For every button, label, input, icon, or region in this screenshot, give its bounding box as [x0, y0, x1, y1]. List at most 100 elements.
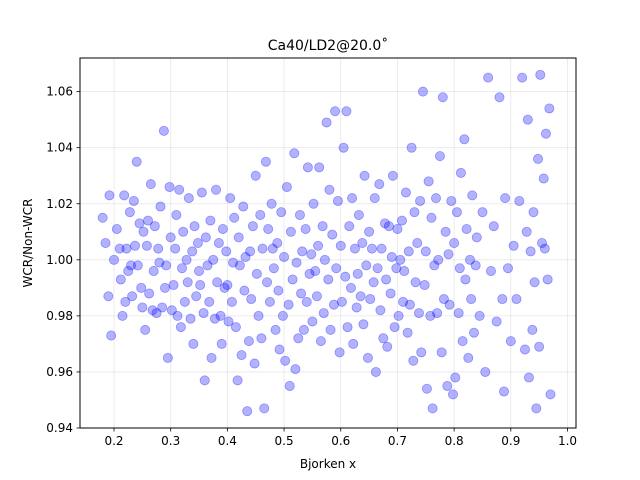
data-point	[242, 406, 253, 417]
data-point	[361, 260, 372, 271]
data-point	[392, 223, 403, 234]
data-point	[442, 380, 453, 391]
data-point	[494, 92, 505, 103]
data-point	[446, 195, 457, 206]
y-tick-label: 0.96	[46, 365, 73, 379]
data-point	[497, 294, 508, 305]
data-point	[403, 246, 414, 257]
data-point	[285, 226, 296, 237]
chart-title: Ca40/LD2@20.0˚	[268, 37, 389, 54]
data-point	[147, 305, 158, 316]
data-point	[119, 190, 130, 201]
data-point	[413, 308, 424, 319]
data-point	[264, 296, 275, 307]
data-point	[466, 294, 477, 305]
data-point	[402, 327, 413, 338]
data-point	[449, 237, 460, 248]
data-point	[437, 92, 448, 103]
data-point	[505, 336, 516, 347]
data-point	[296, 288, 307, 299]
data-point	[270, 324, 281, 335]
data-point	[389, 322, 400, 333]
x-tick-label: 1.0	[558, 434, 577, 448]
data-point	[104, 190, 115, 201]
data-point	[174, 184, 185, 195]
data-point	[365, 294, 376, 305]
data-point	[290, 364, 301, 375]
data-point	[280, 355, 291, 366]
data-point	[249, 358, 260, 369]
x-tick-label: 0.5	[275, 434, 294, 448]
data-point	[321, 117, 332, 128]
data-point	[434, 151, 445, 162]
data-point	[211, 184, 222, 195]
data-point	[461, 223, 472, 234]
data-point	[109, 254, 120, 265]
data-point	[284, 380, 295, 391]
data-point	[123, 266, 134, 277]
data-point	[127, 291, 138, 302]
data-point	[188, 338, 199, 349]
data-point	[257, 243, 268, 254]
data-point	[228, 257, 239, 268]
data-point	[155, 201, 166, 212]
data-point	[128, 195, 139, 206]
data-point	[148, 266, 159, 277]
data-point	[535, 69, 546, 80]
data-point	[415, 195, 426, 206]
data-point	[196, 187, 207, 198]
data-point	[209, 313, 220, 324]
data-point	[447, 389, 458, 400]
data-point	[294, 209, 305, 220]
data-point	[485, 266, 496, 277]
data-point	[154, 257, 165, 268]
data-point	[222, 280, 233, 291]
data-point	[409, 207, 420, 218]
data-point	[192, 237, 203, 248]
data-point	[457, 336, 468, 347]
data-point	[141, 240, 152, 251]
data-point	[165, 232, 176, 243]
data-point	[234, 260, 245, 271]
data-point	[432, 308, 443, 319]
data-point	[219, 282, 230, 293]
data-point	[400, 187, 411, 198]
data-point	[325, 324, 336, 335]
data-point	[500, 193, 511, 204]
data-point	[451, 207, 462, 218]
data-point	[136, 282, 147, 293]
data-point	[420, 246, 431, 257]
data-point	[132, 260, 143, 271]
data-point	[272, 237, 283, 248]
data-point	[311, 291, 322, 302]
data-point	[233, 232, 244, 243]
x-tick-label: 0.7	[388, 434, 407, 448]
data-point	[323, 274, 334, 285]
y-tick-label: 1.04	[46, 141, 73, 155]
data-point	[460, 274, 471, 285]
data-point	[436, 347, 447, 358]
data-point	[416, 347, 427, 358]
data-point	[223, 316, 234, 327]
data-point	[387, 170, 398, 181]
data-point	[306, 249, 317, 260]
data-point	[158, 125, 169, 136]
x-axis-ticks: 0.2 0.3 0.4 0.5 0.6 0.7 0.8 0.9 1.0	[104, 428, 577, 448]
data-point	[149, 221, 160, 232]
data-point	[164, 181, 175, 192]
data-point	[317, 221, 328, 232]
data-point	[177, 263, 188, 274]
data-point	[300, 223, 311, 234]
data-point	[330, 106, 341, 117]
data-point	[421, 383, 432, 394]
data-point	[408, 355, 419, 366]
data-point	[267, 243, 278, 254]
data-point	[517, 72, 528, 83]
data-point	[262, 277, 273, 288]
data-point	[383, 221, 394, 232]
data-point	[217, 223, 228, 234]
data-point	[144, 288, 155, 299]
data-point	[274, 344, 285, 355]
data-point	[545, 389, 556, 400]
data-point	[480, 366, 491, 377]
